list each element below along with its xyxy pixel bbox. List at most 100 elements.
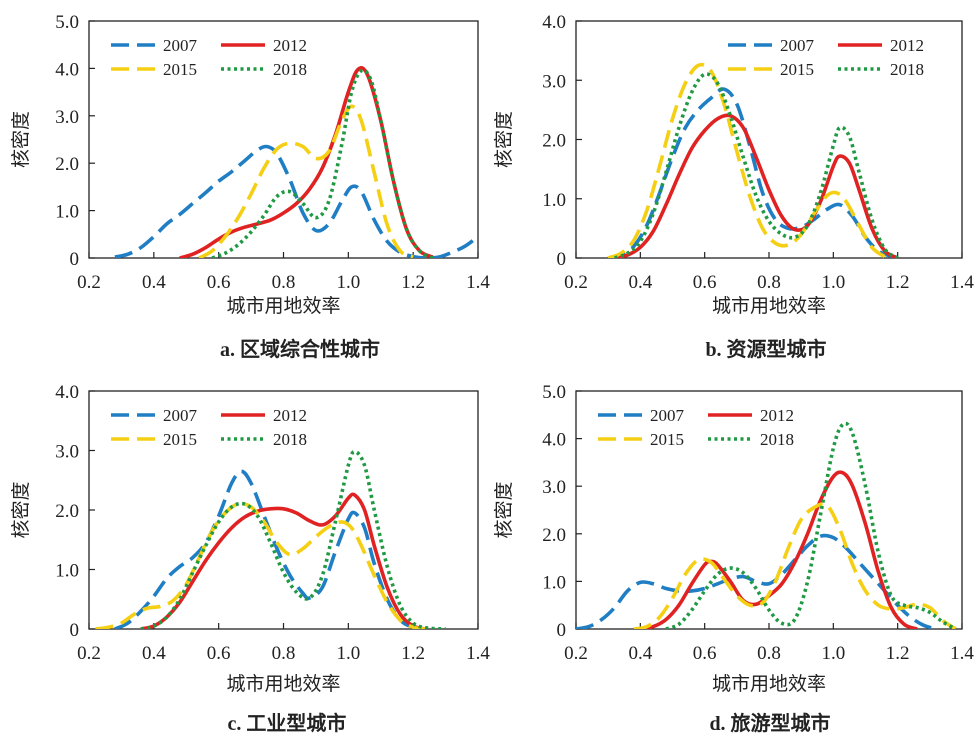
- y-tick-label: 4.0: [55, 382, 79, 403]
- series-line-2018: [211, 68, 434, 258]
- legend: 2007 2012 2015 2018: [728, 36, 924, 79]
- x-tick-label: 1.4: [950, 272, 974, 293]
- series-line-2012: [640, 470, 918, 629]
- legend-label-2018: 2018: [890, 60, 924, 79]
- y-tick-label: 0: [70, 620, 80, 641]
- series-line-2018: [665, 421, 957, 629]
- x-tick-label: 0.8: [272, 643, 296, 664]
- legend-label-2007: 2007: [163, 36, 198, 55]
- y-tick-label: 2.0: [55, 501, 79, 522]
- y-axis-label: 核密度: [10, 481, 32, 538]
- legend-label-2007: 2007: [780, 36, 815, 55]
- x-tick-label: 1.4: [950, 643, 974, 664]
- y-tick-label: 0: [70, 249, 80, 270]
- x-axis-label: 城市用地效率: [712, 295, 826, 317]
- x-tick-label: 0.2: [564, 272, 588, 293]
- series-group: [607, 62, 905, 258]
- y-tick-label: 2.0: [542, 131, 566, 152]
- panel-3: 0.2 0.4 0.6 0.8 1.0 1.2 1.4 0 1.0 2.0 3.0 4.0 5.0 城市用…: [493, 382, 974, 735]
- x-tick-label: 1.2: [401, 272, 425, 293]
- y-tick-label: 3.0: [542, 71, 566, 92]
- legend-label-2012: 2012: [273, 406, 307, 425]
- series-line-2015: [607, 62, 886, 258]
- legend-label-2012: 2012: [890, 36, 924, 55]
- y-tick-label: 1.0: [55, 202, 79, 223]
- y-tick-label: 2.0: [542, 525, 566, 546]
- series-line-2007: [114, 469, 427, 629]
- series-line-2015: [633, 501, 957, 629]
- x-tick-label: 0.4: [628, 643, 652, 664]
- x-tick-label: 0.4: [142, 272, 166, 293]
- series-line-2007: [114, 144, 478, 258]
- y-tick-label: 0: [557, 620, 567, 641]
- y-tick-label: 5.0: [542, 382, 566, 403]
- x-tick-label: 0.6: [693, 272, 717, 293]
- series-group: [114, 66, 478, 258]
- legend: 2007 2012 2015 2018: [111, 36, 307, 79]
- y-tick-label: 1.0: [55, 561, 79, 582]
- y-tick-label: 4.0: [55, 59, 79, 80]
- y-tick-label: 5.0: [55, 12, 79, 33]
- x-tick-label: 0.8: [757, 272, 781, 293]
- legend-label-2015: 2015: [163, 430, 197, 449]
- x-tick-label: 1.4: [466, 643, 490, 664]
- y-axis-label: 核密度: [493, 481, 515, 538]
- x-tick-label: 0.2: [564, 643, 588, 664]
- series-line-2015: [198, 104, 414, 258]
- panel-1: 0.2 0.4 0.6 0.8 1.0 1.2 1.4 0 1.0 2.0 3.0 4.0 城市用地效率…: [493, 12, 974, 361]
- x-tick-label: 0.6: [207, 643, 231, 664]
- x-tick-label: 0.2: [77, 643, 101, 664]
- series-group: [576, 421, 957, 629]
- panel-caption: a. 区域综合性城市: [220, 337, 380, 361]
- y-axis-label: 核密度: [493, 111, 515, 168]
- series-group: [95, 449, 446, 629]
- legend-label-2018: 2018: [760, 430, 794, 449]
- panel-caption: d. 旅游型城市: [709, 711, 830, 735]
- legend-label-2015: 2015: [780, 60, 814, 79]
- legend-label-2007: 2007: [650, 406, 685, 425]
- x-tick-label: 1.2: [886, 643, 910, 664]
- x-tick-label: 1.0: [336, 272, 360, 293]
- x-axis-label: 城市用地效率: [712, 673, 826, 695]
- series-line-2012: [614, 113, 899, 258]
- y-tick-label: 3.0: [55, 442, 79, 463]
- x-tick-label: 1.0: [336, 643, 360, 664]
- x-tick-label: 1.0: [821, 272, 845, 293]
- x-tick-label: 0.2: [77, 272, 101, 293]
- series-line-2012: [179, 66, 434, 258]
- y-tick-label: 0: [557, 249, 567, 270]
- x-tick-label: 0.4: [142, 643, 166, 664]
- panel-2: 0.2 0.4 0.6 0.8 1.0 1.2 1.4 0 1.0 2.0 3.0 4.0 城市用地效率…: [10, 382, 490, 735]
- y-tick-label: 3.0: [542, 477, 566, 498]
- legend: 2007 2012 2015 2018: [598, 406, 794, 449]
- legend-label-2012: 2012: [273, 36, 307, 55]
- x-tick-label: 0.6: [693, 643, 717, 664]
- x-tick-label: 0.8: [272, 272, 296, 293]
- y-axis-label: 核密度: [10, 111, 32, 168]
- y-tick-label: 4.0: [542, 12, 566, 33]
- x-axis-label: 城市用地效率: [226, 295, 340, 317]
- panel-caption: c. 工业型城市: [228, 711, 347, 735]
- plot-frame: [88, 20, 479, 259]
- x-tick-label: 1.4: [466, 272, 490, 293]
- legend-label-2018: 2018: [273, 60, 307, 79]
- x-tick-label: 1.0: [821, 643, 845, 664]
- x-tick-label: 1.2: [401, 643, 425, 664]
- y-tick-label: 4.0: [542, 430, 566, 451]
- legend-label-2015: 2015: [163, 60, 197, 79]
- series-line-2015: [95, 501, 427, 629]
- y-tick-label: 3.0: [55, 107, 79, 128]
- x-tick-label: 0.6: [207, 272, 231, 293]
- series-line-2018: [140, 449, 446, 629]
- y-tick-label: 2.0: [55, 154, 79, 175]
- y-tick-label: 1.0: [542, 572, 566, 593]
- panel-caption: b. 资源型城市: [705, 337, 826, 361]
- x-tick-label: 1.2: [886, 272, 910, 293]
- legend-label-2012: 2012: [760, 406, 794, 425]
- x-tick-label: 0.8: [757, 643, 781, 664]
- series-line-2018: [613, 72, 899, 258]
- x-tick-label: 0.4: [628, 272, 652, 293]
- legend-label-2018: 2018: [273, 430, 307, 449]
- x-axis-label: 城市用地效率: [226, 673, 340, 695]
